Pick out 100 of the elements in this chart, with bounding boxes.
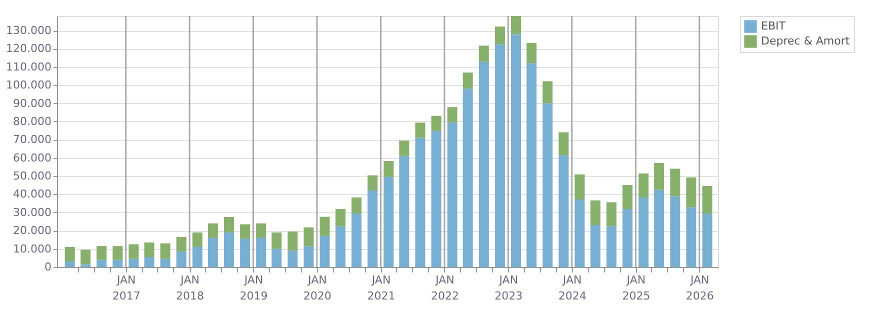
bar [352,214,362,267]
bar [558,155,569,267]
bar [256,238,266,267]
bar [96,246,107,260]
bar [526,63,537,267]
bar [272,248,282,267]
bar [686,177,696,208]
x-tick-label: JAN 2025 [622,274,650,302]
x-tick-label: JAN 2018 [176,274,204,302]
bar [606,202,616,226]
bar [415,122,426,138]
x-tick-label: JAN 2020 [303,274,332,302]
bar [192,232,202,247]
bar [478,62,489,267]
bar [590,224,600,267]
bar [622,184,633,209]
bar [368,175,378,190]
y-tick-label: 110.000 [6,60,52,74]
bar [670,168,680,196]
legend-label: EBIT [761,20,786,32]
bar [590,200,600,225]
bar [240,238,250,267]
bar [352,198,362,214]
bar [288,232,298,251]
x-tick-label: JAN 2021 [367,274,396,302]
bar [558,132,569,156]
x-tick-label: JAN 2026 [686,274,714,302]
x-tick-label: JAN 2022 [430,274,459,302]
bar [256,223,266,238]
y-tick-label: 40.000 [13,188,52,201]
bar [224,216,234,232]
bar [208,223,218,238]
bar [80,250,91,264]
y-tick-label: 80.000 [13,114,52,128]
bar [702,186,712,214]
y-tick-label: 10.000 [13,242,52,256]
bar [638,174,649,198]
y-tick-label: 20.000 [13,224,52,238]
bar [288,250,298,267]
y-tick-label: 60.000 [13,151,52,164]
bar [384,160,394,177]
bar [447,107,458,123]
bar [224,232,234,267]
bar [574,174,585,200]
bar [431,116,442,131]
bar [64,262,75,267]
bar [112,246,123,260]
bar [702,214,712,267]
x-tick-label: JAN 2023 [494,274,523,302]
bar [176,236,186,252]
bar [144,242,154,257]
y-tick-label: 100.000 [6,78,52,92]
bar [368,190,378,267]
bar [128,258,139,267]
y-tick-label: 70.000 [13,133,52,146]
bar [304,246,314,267]
bar [64,246,75,262]
y-tick-label: 120.000 [6,42,52,56]
bar [415,138,426,267]
bar [574,200,585,267]
bar [511,34,522,267]
bar [654,162,664,190]
bar [447,122,458,267]
bar [670,196,680,267]
bar [526,42,537,64]
bar [478,46,489,62]
bar [431,130,442,267]
bar [494,26,505,44]
bar [542,81,553,104]
bar [144,256,154,267]
bar [686,207,696,267]
bar [128,244,139,259]
bar [399,140,410,156]
y-tick-label: 30.000 [13,206,52,219]
bar [240,224,250,239]
x-tick-label: JAN 2024 [558,274,586,302]
bar [80,264,91,267]
bar [606,226,616,267]
bar [511,16,522,34]
bar [320,216,330,236]
bar [622,208,633,267]
y-tick-label: 130.000 [6,24,52,38]
bar [160,258,170,267]
bar [96,260,107,267]
y-tick-label: 0 [44,260,52,274]
bar [384,176,394,267]
legend-label: Deprec & Amort [761,34,850,48]
bar [494,44,505,267]
bar [192,246,202,267]
bar [335,208,346,226]
y-tick-label: 90.000 [13,96,52,110]
bar [638,198,649,267]
bar [462,72,473,89]
x-tick-label: JAN 2019 [240,274,268,302]
y-tick-label: 50.000 [13,170,52,183]
bar [399,156,410,267]
x-tick-label: JAN 2017 [112,274,140,302]
bar [112,260,123,267]
bar [208,238,218,267]
bar [176,252,186,267]
